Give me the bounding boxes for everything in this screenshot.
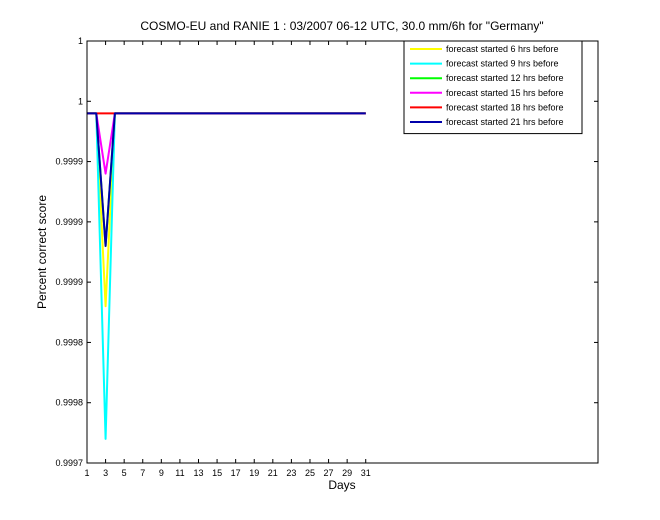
y-tick-label: 1 bbox=[78, 36, 83, 46]
x-tick-label: 5 bbox=[122, 468, 127, 478]
x-tick-label: 21 bbox=[268, 468, 278, 478]
x-tick-label: 11 bbox=[175, 468, 184, 478]
legend-label: forecast started 18 hrs before bbox=[446, 102, 564, 112]
x-tick-label: 17 bbox=[231, 468, 241, 478]
y-tick-label: 0.9999 bbox=[55, 157, 83, 167]
x-tick-label: 7 bbox=[140, 468, 145, 478]
x-tick-label: 15 bbox=[212, 468, 222, 478]
series-line-6 bbox=[87, 112, 366, 247]
y-axis-ticks: 0.9997 0.9998 0.9998 0.9999 0.9999 0.9999 1 1 bbox=[55, 36, 598, 468]
plot-area-frame bbox=[86, 40, 599, 464]
y-axis-label: Percent correct score bbox=[35, 195, 49, 309]
y-tick-label: 0.9998 bbox=[55, 398, 83, 408]
x-tick-label: 13 bbox=[193, 468, 203, 478]
legend-box bbox=[403, 40, 583, 135]
x-tick-label: 29 bbox=[342, 468, 352, 478]
x-tick-label: 31 bbox=[361, 468, 371, 478]
x-tick-label: 9 bbox=[159, 468, 164, 478]
legend-label: forecast started 12 hrs before bbox=[446, 73, 564, 83]
x-tick-label: 3 bbox=[103, 468, 108, 478]
x-tick-label: 19 bbox=[249, 468, 259, 478]
x-tick-label: 23 bbox=[286, 468, 296, 478]
legend-label: forecast started 15 hrs before bbox=[446, 88, 564, 98]
x-tick-label: 1 bbox=[84, 468, 89, 478]
legend-label: forecast started 9 hrs before bbox=[446, 59, 559, 69]
x-tick-label: 27 bbox=[324, 468, 334, 478]
y-tick-label: 0.9999 bbox=[55, 217, 83, 227]
x-tick-label: 25 bbox=[305, 468, 315, 478]
legend: forecast started 6 hrs before forecast st… bbox=[403, 40, 583, 135]
x-axis-ticks: 1 3 5 7 9 11 13 15 17 19 21 23 25 27 29 31 bbox=[84, 41, 371, 478]
y-tick-label: 1 bbox=[78, 96, 83, 106]
legend-label: forecast started 6 hrs before bbox=[446, 44, 559, 54]
y-tick-label: 0.9999 bbox=[55, 277, 83, 287]
x-axis-label: Days bbox=[328, 478, 355, 492]
series-layer bbox=[87, 112, 366, 440]
y-tick-label: 0.9998 bbox=[55, 337, 83, 347]
chart-title: COSMO-EU and RANIE 1 : 03/2007 06-12 UTC… bbox=[140, 19, 543, 33]
y-tick-label: 0.9997 bbox=[55, 458, 83, 468]
legend-label: forecast started 21 hrs before bbox=[446, 117, 564, 127]
